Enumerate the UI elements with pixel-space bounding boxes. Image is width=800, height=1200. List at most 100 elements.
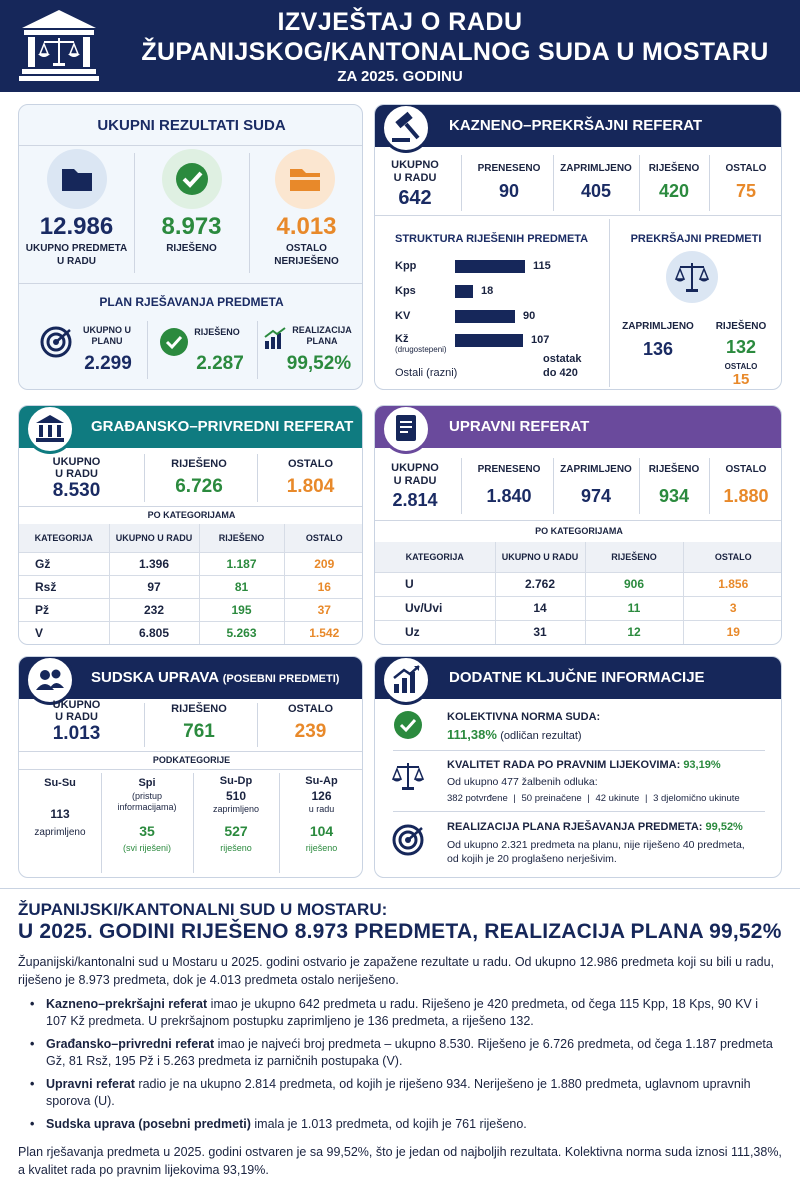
gr-cell-rijeseno: 1.187 xyxy=(199,551,285,575)
gavel-icon xyxy=(381,105,431,153)
article-outro: Plan rješavanja predmeta u 2025. godini … xyxy=(18,1145,782,1177)
stat-solved-label: RIJEŠENO xyxy=(166,243,217,254)
plan-realization-label1: REALIZACIJA xyxy=(292,325,352,335)
su-sub3-note1: 510 xyxy=(225,789,247,803)
quality-part-ukinute: 42 ukinute xyxy=(595,793,640,804)
struktura-label-kpp: Kpp xyxy=(395,260,417,272)
realization-value: 99,52% xyxy=(705,821,743,833)
card-upravni: UPRAVNI REFERAT UKUPNO U RADU 2.814 PREN… xyxy=(374,405,782,645)
up-po-kategorijama: PO KATEGORIJAMA xyxy=(535,526,623,536)
quality-title: KVALITET RADA PO PRAVNIM LIJEKOVIMA: xyxy=(447,759,681,771)
upravni-title: UPRAVNI REFERAT xyxy=(449,418,590,435)
plan-total-label1: UKUPNO U xyxy=(82,325,131,335)
gr-cell-ostalo: 1.542 xyxy=(284,620,362,644)
plan-title: PLAN RJEŠAVANJA PREDMETA xyxy=(99,295,284,309)
gr-category-table: KATEGORIJA UKUPNO U RADU RIJEŠENO OSTALO… xyxy=(19,524,362,644)
up-cell-ostalo: 3 xyxy=(683,595,781,620)
kazneno-ostalo-value: 75 xyxy=(735,181,757,201)
bank-icon xyxy=(25,406,75,454)
sudska-title: SUDSKA UPRAVA xyxy=(91,669,219,686)
card-sudska-uprava: SUDSKA UPRAVA (POSEBNI PREDMETI) UKUPNO … xyxy=(18,656,363,878)
up-cell-ukupno: 2.762 xyxy=(495,571,586,596)
gr-cell-kat: Gž xyxy=(19,551,110,575)
struktura-bar-kz xyxy=(455,334,523,347)
up-cell-ostalo: 19 xyxy=(683,619,781,644)
realization-title: REALIZACIJA PLANA RJEŠAVANJA PREDMETA: xyxy=(447,821,703,833)
bullet-gradjansko-text: imao je najveći broj predmeta – ukupno 8… xyxy=(46,1037,773,1068)
gr-ostalo-label: OSTALO xyxy=(287,458,333,470)
gr-cell-ostalo: 16 xyxy=(284,574,362,598)
up-rijeseno-value: 934 xyxy=(658,486,690,506)
su-sub1-name: Su-Su xyxy=(44,777,76,789)
up-th-rijeseno: RIJEŠENO xyxy=(585,542,684,572)
gr-ukupno-label2: U RADU xyxy=(55,468,98,480)
plan-total-value: 2.299 xyxy=(84,353,132,374)
su-sub2-note2: informacijama) xyxy=(117,802,177,812)
realization-target-icon xyxy=(392,824,424,856)
up-cell-rijeseno: 906 xyxy=(585,571,684,596)
courthouse-icon xyxy=(19,10,99,81)
plan-check-icon xyxy=(160,328,188,356)
gr-cell-rijeseno: 5.263 xyxy=(199,620,285,644)
prek-rij-label: RIJEŠENO xyxy=(715,321,767,332)
up-ukupno-label1: UKUPNO xyxy=(391,462,439,474)
norma-title: KOLEKTIVNA NORMA SUDA: xyxy=(447,711,601,723)
gr-cell-kat: V xyxy=(19,620,110,644)
struktura-title: STRUKTURA RIJEŠENIH PREDMETA xyxy=(395,233,589,245)
stat-total-label1: UKUPNO PREDMETA xyxy=(25,243,128,254)
kazneno-header: KAZNENO–PREKRŠAJNI REFERAT xyxy=(375,105,781,147)
up-zaprimljeno-label: ZAPRIMLJENO xyxy=(560,464,632,475)
gr-cell-kat: Rsž xyxy=(19,574,110,598)
sudska-title-sub: (POSEBNI PREDMETI) xyxy=(222,673,340,685)
gradjansko-header: GRAĐANSKO–PRIVREDNI REFERAT xyxy=(19,406,362,448)
ukupni-title: UKUPNI REZULTATI SUDA xyxy=(97,117,286,134)
up-ukupno-label2: U RADU xyxy=(393,475,437,487)
struktura-ostali-label: Ostali (razni) xyxy=(395,367,458,379)
realization-line2: od kojih je 20 proglašeno nerješivim. xyxy=(447,853,617,865)
list-item: Građansko–privredni referat imao je najv… xyxy=(18,1036,782,1070)
gr-ukupno-value: 8.530 xyxy=(52,480,101,501)
quality-part-potvrdjene: 382 potvrđene xyxy=(447,793,508,804)
up-ostalo-label: OSTALO xyxy=(725,464,767,475)
kazneno-rijeseno-value: 420 xyxy=(658,181,690,201)
su-rijeseno-label: RIJEŠENO xyxy=(171,703,227,715)
check-icon xyxy=(162,149,222,209)
table-row: Pž 232 195 37 xyxy=(19,597,362,621)
scales-icon xyxy=(666,251,718,303)
realization-line1: Od ukupno 2.321 predmeta na planu, nije … xyxy=(447,839,745,851)
quality-value: 93,19% xyxy=(683,759,721,771)
bullet-sudska-bold: Sudska uprava (posebni predmeti) xyxy=(46,1117,251,1131)
su-ukupno-value: 1.013 xyxy=(52,723,101,744)
table-row: Uv/Uvi 14 11 3 xyxy=(375,595,781,620)
gradjansko-title: GRAĐANSKO–PRIVREDNI REFERAT xyxy=(91,418,354,435)
kazneno-title: KAZNENO–PREKRŠAJNI REFERAT xyxy=(449,117,703,134)
sudska-header: SUDSKA UPRAVA (POSEBNI PREDMETI) xyxy=(19,657,362,699)
kazneno-ostalo-label: OSTALO xyxy=(725,163,767,174)
su-sub3-note2: zaprimljeno xyxy=(212,804,260,814)
card-dodatne: DODATNE KLJUČNE INFORMACIJE KOLEKTIVNA N… xyxy=(374,656,782,878)
kazneno-preneseno-label: PRENESENO xyxy=(477,163,541,174)
up-preneseno-value: 1.840 xyxy=(486,486,532,506)
gr-cell-kat: Pž xyxy=(19,597,110,621)
folder-open-icon xyxy=(275,149,335,209)
prek-zap-value: 136 xyxy=(642,339,674,359)
article-title-line2: U 2025. GODINI RIJEŠENO 8.973 PREDMETA, … xyxy=(18,920,782,943)
sudska-title-wrap: SUDSKA UPRAVA (POSEBNI PREDMETI) xyxy=(91,669,339,686)
norma-value: 111,38% xyxy=(447,727,497,742)
su-sub2-num: 35 xyxy=(139,823,155,839)
struktura-sub-kz: (drugostepeni) xyxy=(395,345,447,354)
up-cell-ukupno: 31 xyxy=(495,619,586,644)
list-item: Kazneno–prekršajni referat imao je ukupn… xyxy=(18,996,782,1030)
struktura-bar-kpp xyxy=(455,260,525,273)
up-th-ostalo: OSTALO xyxy=(683,542,781,572)
table-row: Gž 1.396 1.187 209 xyxy=(19,551,362,575)
su-sub2-name: Spi xyxy=(138,777,156,789)
stat-remaining-label1: OSTALO xyxy=(286,243,327,254)
chart-icon xyxy=(264,327,286,349)
table-row: Rsž 97 81 16 xyxy=(19,574,362,598)
su-sub4-note1: 126 xyxy=(311,789,332,803)
stat-remaining-label2: NERIJEŠENO xyxy=(274,256,339,267)
prek-rij-value: 132 xyxy=(725,337,757,357)
up-rijeseno-label: RIJEŠENO xyxy=(648,464,700,475)
card-ukupni-rezultati: UKUPNI REZULTATI SUDA 12.986 UKUPNO PRED… xyxy=(18,104,363,390)
